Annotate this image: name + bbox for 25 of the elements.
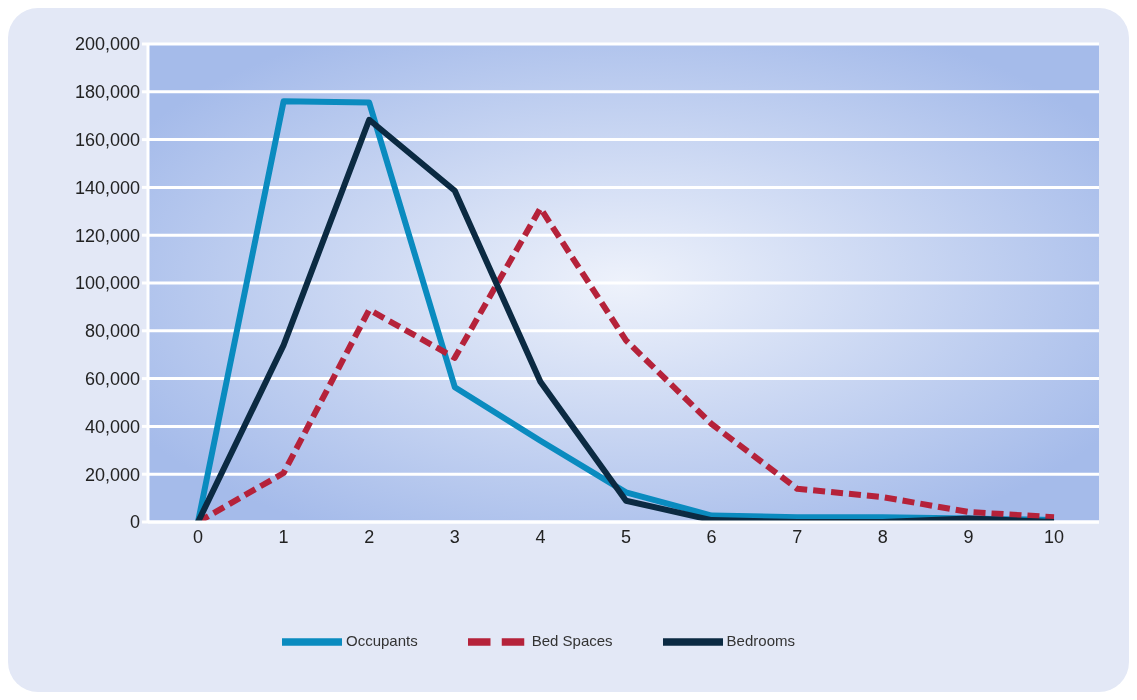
x-tick-label: 10 — [1043, 526, 1065, 547]
y-tick-label: 80,000 — [84, 321, 140, 342]
y-tick-label: 40,000 — [84, 416, 140, 437]
x-tick-label: 1 — [278, 526, 289, 547]
y-tick-label: 100,000 — [74, 273, 140, 294]
x-tick-label: 4 — [535, 526, 546, 547]
x-tick-label: 6 — [706, 526, 717, 547]
x-tick-label: 8 — [877, 526, 888, 547]
legend-label: Occupants — [346, 631, 418, 649]
y-tick-label: 180,000 — [74, 82, 140, 103]
x-tick-label: 7 — [792, 526, 803, 547]
x-tick-label: 0 — [192, 526, 204, 547]
x-tick-label: 5 — [620, 526, 632, 547]
x-tick-label: 3 — [449, 526, 460, 547]
y-tick-label: 200,000 — [74, 34, 140, 55]
y-tick-label: 140,000 — [74, 177, 140, 198]
y-tick-label: 0 — [129, 512, 140, 533]
x-tick-label: 9 — [963, 526, 974, 547]
y-tick-label: 120,000 — [74, 225, 140, 246]
legend-label: Bed Spaces — [531, 631, 613, 649]
y-tick-label: 20,000 — [84, 464, 140, 485]
y-tick-label: 60,000 — [84, 368, 140, 389]
legend-label: Bedrooms — [726, 631, 795, 649]
x-tick-label: 2 — [364, 526, 375, 547]
y-tick-label: 160,000 — [74, 129, 140, 150]
